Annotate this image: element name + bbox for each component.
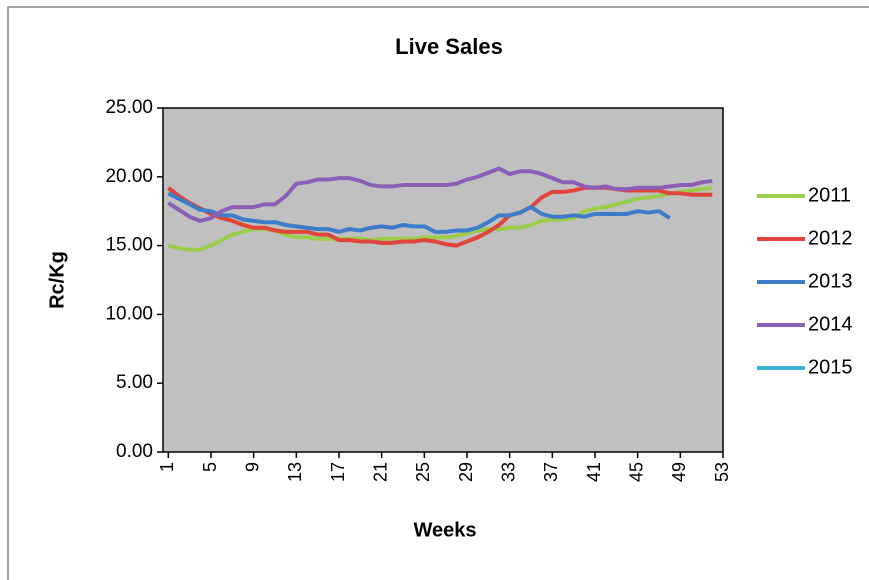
x-tick-label: 37 <box>541 462 561 482</box>
x-tick-label: 33 <box>498 462 518 482</box>
chart-title: Live Sales <box>395 34 503 59</box>
x-tick-label: 17 <box>328 462 348 482</box>
series-line <box>167 166 713 223</box>
x-tick-label: 29 <box>456 462 476 482</box>
x-tick-label: 13 <box>285 462 305 482</box>
legend-label: 2014 <box>808 313 853 335</box>
plot-area <box>162 107 724 453</box>
y-tick-label: 20.00 <box>105 166 153 187</box>
x-tick-label: 45 <box>626 462 646 482</box>
legend-label: 2015 <box>808 356 853 378</box>
x-tick-label: 5 <box>200 462 220 472</box>
y-tick-label: 5.00 <box>116 372 153 393</box>
legend-label: 2011 <box>808 184 851 206</box>
legend-label: 2012 <box>808 227 853 249</box>
x-tick-label: 25 <box>413 462 433 482</box>
x-axis-label: Weeks <box>413 519 476 541</box>
x-tick-label: 21 <box>370 462 390 482</box>
y-tick-label: 0.00 <box>116 441 153 462</box>
y-tick-label: 10.00 <box>105 303 153 324</box>
x-tick-label: 53 <box>712 462 732 482</box>
x-tick-label: 1 <box>157 462 177 472</box>
y-tick-label: 25.00 <box>105 97 153 118</box>
x-tick-label: 49 <box>669 462 689 482</box>
series-line <box>167 191 671 234</box>
legend-label: 2013 <box>808 270 853 292</box>
x-tick-label: 41 <box>584 462 604 482</box>
x-tick-label: 9 <box>242 462 262 472</box>
y-axis-label: Rc/Kg <box>46 251 68 309</box>
y-tick-label: 15.00 <box>105 235 153 256</box>
